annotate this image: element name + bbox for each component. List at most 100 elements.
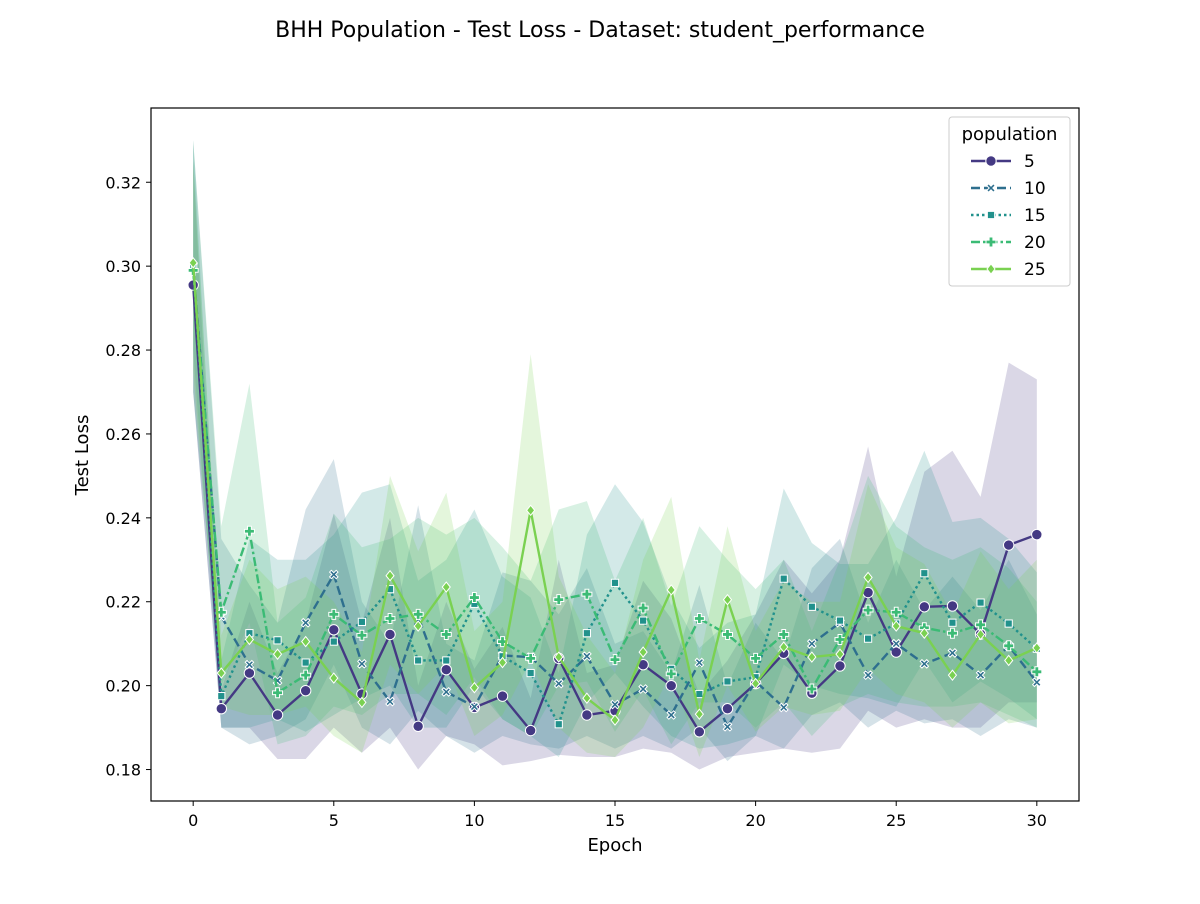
data-point-population-10	[666, 710, 677, 720]
data-point-population-20	[890, 606, 902, 618]
data-point-population-25	[1032, 642, 1042, 654]
data-point-population-25	[554, 651, 564, 663]
data-point-population-5	[187, 279, 199, 291]
data-point-population-20	[384, 613, 396, 625]
data-point-population-25	[722, 593, 733, 606]
data-point-population-20	[721, 628, 733, 640]
data-point-population-15	[779, 574, 788, 583]
data-point-population-20	[806, 683, 818, 695]
y-tick-label: 0.32	[105, 173, 141, 192]
data-point-population-15	[526, 668, 535, 678]
data-point-population-25	[582, 692, 592, 705]
data-point-population-15	[610, 578, 620, 587]
data-point-population-25	[525, 504, 536, 517]
data-point-population-10	[863, 670, 873, 681]
data-point-population-20	[665, 668, 677, 680]
x-tick-label: 0	[188, 811, 198, 830]
data-point-population-25	[1004, 654, 1014, 667]
data-point-population-20	[356, 629, 368, 641]
data-point-population-5	[693, 726, 706, 738]
data-point-population-20	[778, 628, 790, 640]
data-point-population-10	[694, 657, 705, 668]
data-point-population-20	[946, 627, 958, 639]
data-point-population-5	[721, 703, 734, 715]
data-point-population-10	[806, 638, 817, 649]
data-point-population-20	[637, 602, 649, 614]
data-point-population-10	[300, 617, 311, 628]
data-point-population-10	[553, 678, 564, 689]
data-point-population-5	[215, 703, 228, 715]
data-point-population-25	[779, 641, 789, 653]
data-point-population-5	[496, 690, 509, 702]
legend: population 5 10 15 20 25	[948, 116, 1071, 287]
legend-swatch-marker	[985, 236, 997, 248]
x-axis-label: Epoch	[587, 835, 642, 856]
data-point-population-15	[582, 629, 591, 638]
data-point-population-20	[693, 613, 705, 625]
data-point-population-10	[638, 684, 649, 694]
data-point-population-5	[384, 628, 396, 641]
data-point-population-15	[807, 602, 816, 611]
legend-item-population-10: 10	[971, 179, 1046, 199]
data-point-population-20	[553, 594, 565, 606]
data-point-population-25	[301, 635, 311, 648]
data-point-population-25	[272, 648, 283, 660]
data-point-population-5	[440, 663, 452, 676]
data-point-population-20	[440, 628, 452, 640]
data-point-population-25	[244, 633, 255, 646]
data-point-population-15	[554, 720, 563, 729]
legend-box	[948, 116, 1071, 287]
data-point-population-25	[947, 669, 958, 681]
data-point-population-25	[497, 656, 508, 669]
legend-swatch-marker	[986, 210, 996, 220]
data-point-population-15	[835, 616, 845, 625]
y-axis-label: Test Loss	[72, 415, 93, 497]
data-point-population-10	[891, 638, 902, 649]
data-point-population-25	[610, 714, 620, 726]
data-point-population-10	[357, 658, 367, 669]
data-point-population-10	[778, 702, 789, 713]
data-point-population-20	[1003, 640, 1015, 652]
x-tick-label: 15	[605, 811, 625, 830]
data-point-population-15	[357, 617, 367, 626]
data-point-population-15	[920, 569, 929, 578]
data-point-population-25	[441, 581, 451, 593]
data-point-population-25	[807, 651, 817, 663]
data-point-population-25	[188, 256, 198, 269]
data-point-population-20	[975, 619, 987, 631]
legend-label: 10	[1024, 179, 1046, 199]
data-point-population-10	[722, 721, 733, 732]
data-point-population-20	[525, 652, 537, 664]
data-point-population-10	[469, 701, 480, 712]
y-tick-label: 0.22	[105, 593, 141, 612]
data-point-population-15	[976, 598, 985, 607]
data-point-population-20	[300, 669, 312, 681]
legend-label: 25	[1024, 260, 1046, 280]
data-point-population-15	[217, 692, 226, 701]
legend-label: 5	[1024, 152, 1035, 172]
data-point-population-20	[412, 608, 424, 620]
legend-title: population	[962, 124, 1058, 145]
data-point-population-20	[328, 608, 340, 620]
legend-swatch-marker	[986, 263, 996, 275]
data-point-population-10	[975, 670, 986, 681]
data-point-population-5	[271, 709, 284, 721]
data-point-population-25	[694, 708, 705, 720]
legend-label: 20	[1024, 233, 1046, 253]
legend-label: 15	[1024, 206, 1046, 226]
data-point-population-20	[750, 652, 762, 664]
data-point-population-20	[272, 687, 284, 699]
y-tick-label: 0.18	[105, 761, 141, 780]
data-point-population-25	[863, 571, 873, 584]
data-point-population-25	[666, 584, 676, 596]
data-point-population-10	[919, 658, 930, 669]
data-point-population-15	[723, 677, 732, 686]
plot-area: 0 5 10 15 20 25 30 0.18 0.20 0.22 0.24 0.26 0.28 0.30…	[105, 107, 1080, 830]
data-point-population-5	[412, 720, 424, 733]
data-point-population-15	[1004, 619, 1013, 628]
data-point-population-25	[413, 620, 423, 632]
chart-title: BHH Population - Test Loss - Dataset: st…	[275, 18, 925, 43]
data-point-population-25	[750, 677, 761, 690]
legend-item-population-5: 5	[971, 152, 1035, 172]
